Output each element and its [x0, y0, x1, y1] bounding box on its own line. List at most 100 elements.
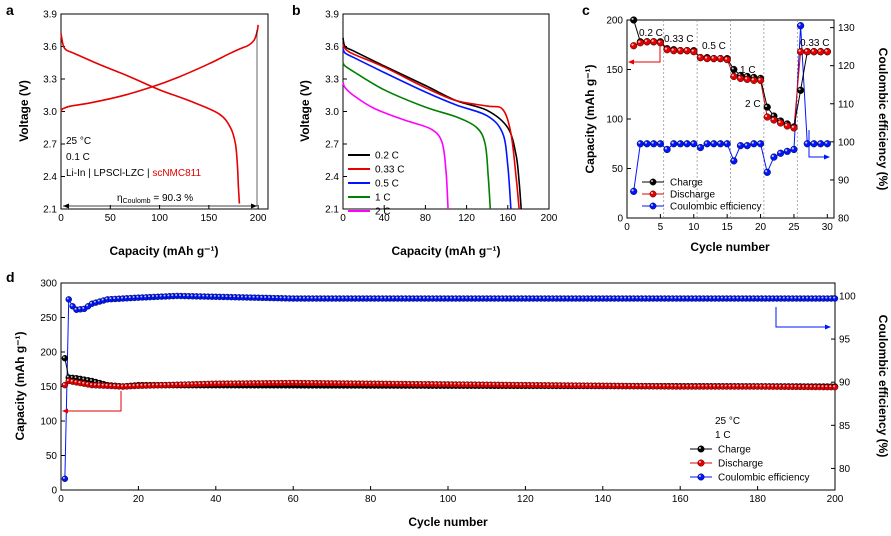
discharge-point-highlight: [825, 49, 828, 52]
efficiency-point-highlight: [798, 23, 801, 26]
discharge-point: [716, 55, 725, 63]
discharge-point-highlight: [488, 382, 491, 385]
panel-c-y2label: Coulombic efficiency (%): [876, 48, 890, 191]
discharge-point-highlight: [388, 381, 390, 384]
xtick-label: 25: [788, 222, 800, 233]
discharge-point-highlight: [465, 382, 468, 385]
y2tick-label: 100: [838, 137, 855, 148]
discharge-point-highlight: [128, 384, 131, 387]
efficiency-point-highlight: [353, 296, 356, 299]
panel-c-ylabel: Capacity (mAh g⁻¹): [583, 64, 597, 173]
discharge-point-highlight: [778, 120, 781, 123]
discharge-point-highlight: [732, 384, 735, 387]
discharge-point-highlight: [175, 382, 178, 385]
charge-point-highlight: [631, 17, 634, 21]
discharge-point: [690, 48, 698, 56]
discharge-point-highlight: [70, 379, 73, 382]
charge-point-highlight: [74, 376, 77, 379]
efficiency-point-highlight: [407, 296, 410, 299]
efficiency-point-highlight: [782, 296, 785, 299]
panel-c-xlabel: Cycle number: [690, 240, 770, 254]
charge-point-highlight: [798, 88, 801, 91]
discharge-point-highlight: [391, 382, 394, 384]
efficiency-point-highlight: [430, 296, 433, 299]
discharge-point-highlight: [662, 384, 665, 387]
efficiency-point: [65, 296, 72, 303]
efficiency-point-highlight: [182, 294, 185, 297]
efficiency-point-highlight: [597, 296, 599, 299]
discharge-point-highlight: [198, 382, 201, 385]
xtick-label: 40: [379, 213, 391, 224]
efficiency-point-highlight: [62, 476, 65, 479]
xtick-label: 80: [420, 213, 432, 224]
efficiency-point-highlight: [662, 296, 665, 299]
discharge-point-highlight: [461, 382, 464, 385]
efficiency-point-highlight: [751, 141, 754, 144]
efficiency-point-highlight: [306, 296, 309, 299]
efficiency-point-highlight: [221, 295, 224, 297]
discharge-point-highlight: [624, 384, 627, 387]
efficiency-point-highlight: [144, 295, 147, 298]
discharge-point: [730, 72, 738, 81]
discharge-point-highlight: [542, 383, 545, 386]
discharge-point-highlight: [744, 384, 746, 387]
panel-a-eta-sub: Coulomb: [123, 198, 151, 205]
efficiency-point-highlight: [496, 296, 499, 299]
discharge-point-highlight: [724, 57, 728, 60]
panel-a-frame: [60, 13, 269, 210]
efficiency-point-highlight: [488, 296, 491, 299]
efficiency-point-highlight: [70, 304, 73, 307]
discharge-point-highlight: [213, 381, 216, 384]
rate-label: 0.33 C: [664, 34, 693, 45]
efficiency-point-highlight: [562, 296, 565, 299]
efficiency-point-highlight: [786, 296, 789, 299]
efficiency-point-highlight: [554, 296, 557, 299]
discharge-point-highlight: [144, 383, 147, 386]
y2tick-label: 110: [838, 99, 854, 110]
discharge-point-highlight: [163, 383, 166, 386]
efficiency-point-highlight: [775, 296, 777, 299]
discharge-point-highlight: [117, 384, 120, 387]
efficiency-point-highlight: [747, 296, 750, 299]
efficiency-point-highlight: [577, 296, 580, 299]
efficiency-point-highlight: [314, 296, 317, 299]
discharge-point-highlight: [159, 383, 162, 386]
efficiency-point-highlight: [167, 294, 170, 297]
efficiency-point-highlight: [151, 295, 154, 297]
discharge-point: [683, 47, 691, 55]
discharge-point-highlight: [508, 383, 510, 385]
xtick-label: 50: [105, 213, 117, 224]
discharge-point: [776, 119, 785, 127]
discharge-point-highlight: [372, 381, 375, 384]
efficiency-point: [770, 153, 778, 161]
charge-point-highlight: [771, 113, 774, 117]
discharge-point-highlight: [240, 381, 243, 384]
discharge-point: [783, 122, 791, 130]
efficiency-point-highlight: [508, 296, 510, 299]
y2tick-label: 95: [839, 335, 851, 346]
charge-point-highlight: [731, 67, 734, 70]
discharge-point-highlight: [136, 383, 139, 386]
panel-d-xlabel: Cycle number: [408, 515, 488, 529]
ytick-label: 200: [40, 348, 57, 359]
efficiency-point-highlight: [569, 296, 572, 299]
efficiency-point-highlight: [821, 296, 824, 299]
efficiency-point-highlight: [538, 296, 541, 299]
discharge-point-highlight: [105, 383, 108, 386]
efficiency-point-highlight: [666, 296, 669, 299]
discharge-point-highlight: [651, 384, 654, 387]
efficiency-point-highlight: [225, 295, 228, 298]
efficiency-point-highlight: [291, 296, 294, 299]
discharge-point-highlight: [179, 382, 181, 385]
efficiency-point-highlight: [453, 296, 456, 299]
efficiency-point-highlight: [658, 296, 661, 299]
panel-c: c 0 5 10 15 20 25 30 0 50 100 150 200 80 90 100 110 120 1…: [582, 2, 890, 254]
panel-a-eta: ηCoulomb = 90.3 %: [117, 193, 193, 205]
efficiency-point-highlight: [670, 296, 673, 299]
efficiency-point-highlight: [791, 147, 794, 150]
discharge-point-highlight: [713, 384, 716, 387]
discharge-point-highlight: [747, 384, 750, 387]
xtick-label: 120: [458, 213, 475, 224]
discharge-point-highlight: [279, 381, 282, 384]
discharge-point-highlight: [566, 383, 568, 386]
